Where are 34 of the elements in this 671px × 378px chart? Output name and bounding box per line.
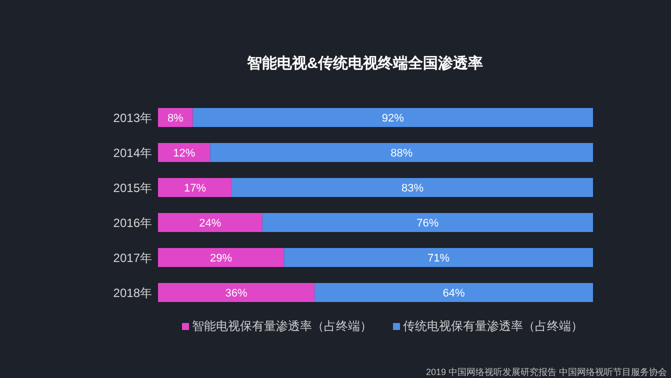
data-label: 71% bbox=[428, 252, 450, 264]
bar bbox=[262, 213, 593, 232]
bar bbox=[158, 248, 284, 267]
data-label: 29% bbox=[210, 252, 232, 264]
y-tick-label: 2014年 bbox=[113, 146, 152, 160]
y-tick-label: 2013年 bbox=[113, 111, 152, 125]
y-tick-label: 2015年 bbox=[113, 181, 152, 195]
bar bbox=[232, 178, 593, 197]
data-label: 64% bbox=[442, 288, 466, 300]
bar bbox=[314, 283, 593, 302]
data-label: 17% bbox=[184, 182, 206, 194]
legend-item: 传统电视保有量渗透率（占终端） bbox=[393, 319, 583, 333]
bar bbox=[284, 248, 593, 267]
data-label: 8% bbox=[167, 112, 184, 124]
bar bbox=[192, 108, 593, 127]
chart-title: 智能电视&传统电视终端全国渗透率 bbox=[246, 54, 483, 72]
data-label: 76% bbox=[416, 218, 439, 230]
bar bbox=[158, 143, 210, 162]
text: 2019 中国网络视听发展研究报告 中国网络视听节目服务协会 bbox=[426, 367, 667, 377]
data-label: 88% bbox=[390, 148, 413, 160]
y-tick-label: 2016年 bbox=[113, 216, 152, 230]
bar bbox=[210, 143, 593, 162]
data-label: 83% bbox=[401, 182, 424, 194]
legend-item: 智能电视保有量渗透率（占终端） bbox=[182, 319, 372, 333]
bar bbox=[158, 283, 315, 302]
data-label: 24% bbox=[199, 218, 222, 230]
data-label: 12% bbox=[173, 148, 196, 160]
data-label: 92% bbox=[382, 112, 404, 124]
data-label: 36% bbox=[225, 288, 248, 300]
y-tick-label: 2018年 bbox=[113, 286, 152, 300]
bar bbox=[158, 108, 193, 127]
y-tick-label: 2017年 bbox=[113, 251, 152, 265]
bar bbox=[158, 213, 262, 232]
bar bbox=[158, 178, 232, 197]
